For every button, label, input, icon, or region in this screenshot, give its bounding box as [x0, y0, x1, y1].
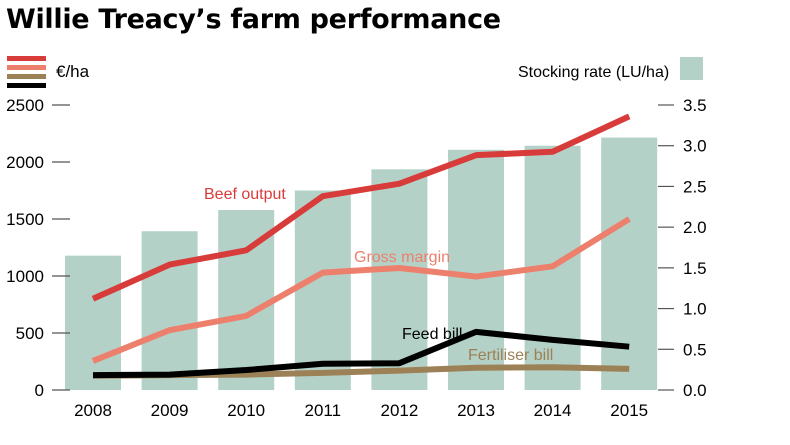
left-axis-label-2500: 2500 — [6, 96, 44, 115]
stocking-rate-bar-2011 — [294, 190, 351, 390]
left-axis-label-2000: 2000 — [6, 153, 44, 172]
beef-output-label: Beef output — [204, 186, 286, 203]
x-axis-label-2010: 2010 — [227, 401, 265, 420]
right-axis-unit: Stocking rate (LU/ha) — [518, 64, 670, 81]
right-axis-label-1.5: 1.5 — [683, 259, 707, 278]
right-axis-label-0.0: 0.0 — [683, 381, 707, 400]
x-axis-label-2008: 2008 — [74, 401, 112, 420]
right-axis-label-0.5: 0.5 — [683, 340, 707, 359]
x-axis-label-2011: 2011 — [305, 401, 342, 420]
feed-bill-line — [92, 328, 630, 379]
right-axis-label-1.0: 1.0 — [683, 300, 707, 319]
legend-swatch-stocking-rate — [680, 57, 703, 80]
gross-margin-label: Gross margin — [354, 249, 450, 266]
stocking-rate-bar-2013 — [448, 149, 504, 390]
stocking-rate-bar-2009 — [141, 231, 198, 390]
x-axis-label-2015: 2015 — [610, 401, 648, 420]
right-axis-label-2.5: 2.5 — [683, 177, 707, 196]
left-axis-unit: €/ha — [56, 62, 90, 81]
x-axis-label-2009: 2009 — [151, 401, 189, 420]
x-axis-label-2014: 2014 — [534, 401, 572, 420]
stocking-rate-bar-2015 — [601, 137, 658, 390]
x-axis-label-2013: 2013 — [457, 401, 495, 420]
left-axis-label-1500: 1500 — [6, 210, 44, 229]
fertiliser-bill-label: Fertiliser bill — [468, 347, 553, 364]
feed-bill-label: Feed bill — [402, 326, 462, 343]
x-axis-label-2012: 2012 — [380, 401, 418, 420]
legend-swatch-fertiliser-bill — [7, 74, 46, 79]
beef-output-line — [91, 113, 631, 302]
gross-margin-line — [91, 216, 631, 364]
left-axis-label-0: 0 — [35, 381, 44, 400]
left-axis-label-500: 500 — [16, 324, 44, 343]
right-axis-label-3.0: 3.0 — [683, 137, 707, 156]
chart-title: Willie Treacy’s farm performance — [6, 4, 501, 35]
legend-swatch-feed-bill — [7, 83, 46, 88]
right-axis-label-3.5: 3.5 — [683, 96, 707, 115]
legend-swatch-gross-margin — [7, 65, 46, 70]
legend-swatch-beef-output — [7, 56, 46, 61]
right-axis-label-2.0: 2.0 — [683, 218, 707, 237]
stocking-rate-bar-2008 — [65, 255, 121, 390]
left-axis-label-1000: 1000 — [6, 267, 44, 286]
line-legend — [7, 56, 46, 92]
